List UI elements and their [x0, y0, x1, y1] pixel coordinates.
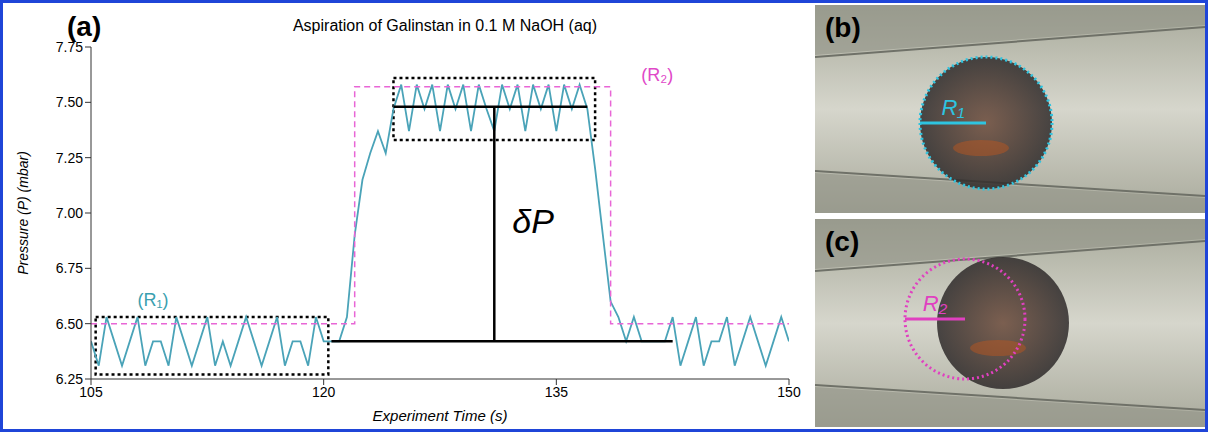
svg-text:(b): (b)	[825, 12, 861, 43]
svg-text:7.00: 7.00	[56, 205, 83, 221]
svg-text:7.75: 7.75	[55, 39, 83, 55]
svg-text:7.50: 7.50	[56, 94, 83, 110]
svg-text:120: 120	[312, 384, 336, 400]
html-text:(a): (a)	[67, 11, 102, 42]
svg-text:7.25: 7.25	[56, 150, 83, 166]
svg-text:150: 150	[777, 384, 801, 400]
svg-text:Pressure (P) (mbar): Pressure (P) (mbar)	[15, 151, 31, 275]
svg-text:R₂: R₂	[923, 291, 948, 316]
svg-text:6.75: 6.75	[56, 260, 83, 276]
svg-text:(R₂): (R₂)	[641, 65, 673, 85]
svg-text:105: 105	[79, 383, 103, 400]
html-text:Aspiration of Galinstan in 0.1: Aspiration of Galinstan in 0.1 M NaOH (a…	[292, 17, 598, 34]
svg-text:R₁: R₁	[942, 95, 965, 120]
svg-text:6.25: 6.25	[56, 371, 83, 387]
svg-text:Experiment Time (s): Experiment Time (s)	[373, 407, 508, 424]
svg-text:135: 135	[545, 384, 569, 400]
svg-text:(c): (c)	[825, 226, 859, 257]
svg-text:6.50: 6.50	[56, 316, 83, 332]
svg-text:(R₁): (R₁)	[138, 290, 169, 310]
svg-text:δP: δP	[512, 202, 554, 240]
